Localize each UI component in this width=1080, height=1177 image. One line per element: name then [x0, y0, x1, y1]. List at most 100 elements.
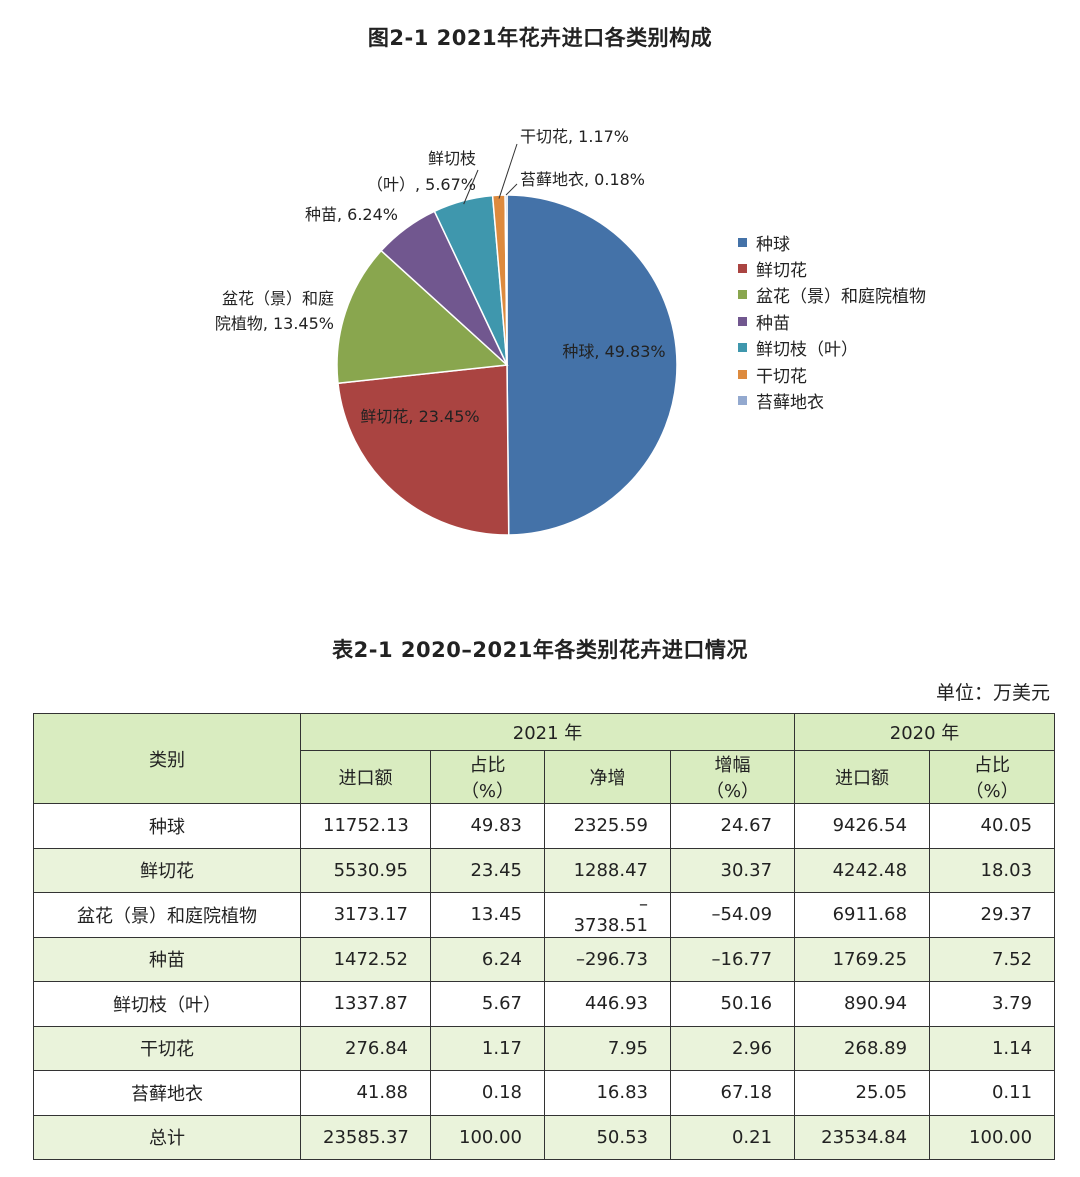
legend-swatch: [738, 290, 747, 300]
table-cell: 49.83: [430, 803, 545, 849]
row-category-cell: 鲜切枝（叶）: [33, 981, 301, 1027]
row-category-cell: 鲜切花: [33, 847, 301, 893]
table-cell: 100.00: [430, 1114, 545, 1160]
table-cell: 6911.68: [794, 892, 931, 938]
header-2021-net: 净增: [544, 750, 671, 804]
table-cell: 3.79: [929, 981, 1056, 1027]
legend-item: 干切花: [738, 361, 926, 387]
legend-swatch: [738, 237, 747, 247]
table-cell: 50.16: [669, 981, 796, 1027]
table-cell: 446.93: [544, 981, 671, 1027]
table-cell: 1.17: [430, 1025, 545, 1071]
table-cell: 16.83: [544, 1070, 671, 1116]
header-year-2020: 2020 年: [794, 713, 1056, 751]
table-cell: 0.18: [430, 1070, 545, 1116]
legend-item: 种球: [738, 229, 926, 255]
header-2021-import: 进口额: [300, 750, 431, 804]
table-cell: 1337.87: [300, 981, 431, 1027]
table-cell: 30.37: [669, 847, 796, 893]
table-cell: 276.84: [300, 1025, 431, 1071]
table-cell: 268.89: [794, 1025, 931, 1071]
pie-chart: 种球, 49.83% 鲜切花, 23.45% 盆花（景）和庭院植物, 13.45% 种…: [215, 127, 678, 536]
table-cell: 6.24: [430, 936, 545, 982]
table-cell: 0.11: [929, 1070, 1056, 1116]
row-category-cell: 种苗: [33, 936, 301, 982]
table-cell: –296.73: [544, 936, 671, 982]
chart-title: 图2-1 2021年花卉进口各类别构成: [367, 26, 713, 50]
slice-label: 鲜切花, 23.45%: [360, 407, 479, 426]
legend-label: 种球: [756, 234, 790, 255]
table-row: 鲜切花 5530.95 23.45 1288.47 30.37 4242.48 18.03: [33, 847, 1056, 893]
header-2020-share: 占比（%）: [929, 750, 1056, 804]
table-cell: 23.45: [430, 847, 545, 893]
legend-item: 苔藓地衣: [738, 387, 926, 413]
legend-label: 种苗: [756, 313, 790, 334]
legend-swatch: [738, 343, 747, 353]
table-cell: 5.67: [430, 981, 545, 1027]
legend-label: 鲜切花: [756, 261, 807, 282]
legend-swatch: [738, 264, 747, 274]
legend-swatch: [738, 396, 747, 406]
legend-label: 鲜切枝（叶）: [756, 340, 858, 361]
table-cell: 5530.95: [300, 847, 431, 893]
table-cell: 50.53: [544, 1114, 671, 1160]
leader-line: [505, 183, 518, 196]
table-cell: 67.18: [669, 1070, 796, 1116]
row-category-cell: 干切花: [33, 1025, 301, 1071]
table-cell: 18.03: [929, 847, 1056, 893]
legend-swatch: [738, 369, 747, 379]
header-2021-growth: 增幅（%）: [669, 750, 796, 804]
pie-slice: [506, 194, 678, 536]
table-subheader-row: 进口额 占比（%） 净增 增幅（%） 进口额 占比（%）: [34, 750, 1056, 804]
table-cell: 2325.59: [544, 803, 671, 849]
table-cell: 890.94: [794, 981, 931, 1027]
table-cell: –54.09: [669, 892, 796, 938]
header-2021-share: 占比（%）: [430, 750, 545, 804]
table-cell: 1.14: [929, 1025, 1056, 1071]
legend-label: 盆花（景）和庭院植物: [756, 287, 926, 308]
table-cell: 9426.54: [794, 803, 931, 849]
slice-label: 盆花（景）和庭院植物, 13.45%: [215, 289, 334, 333]
legend-label: 干切花: [756, 366, 807, 387]
slice-label: 种苗, 6.24%: [305, 205, 398, 224]
slice-label: 种球, 49.83%: [562, 342, 665, 361]
table-cell: 7.95: [544, 1025, 671, 1071]
slice-label: 鲜切枝（叶）, 5.67%: [367, 149, 476, 194]
table-row: 种球 11752.13 49.83 2325.59 24.67 9426.54 40.05: [33, 803, 1056, 849]
table-cell: 3173.17: [300, 892, 431, 938]
row-category-cell: 盆花（景）和庭院植物: [33, 892, 301, 938]
table-title: 表2-1 2020–2021年各类别花卉进口情况: [332, 638, 748, 662]
row-category-cell: 种球: [33, 803, 301, 849]
leader-line: [463, 169, 479, 205]
import-table: 类别 2021 年 2020 年 进口额 占比（%） 净增 增幅（%） 进口额 …: [33, 713, 1056, 1160]
table-cell: –3738.51: [544, 892, 671, 938]
header-year-2021: 2021 年: [299, 713, 796, 751]
table-cell: 24.67: [669, 803, 796, 849]
table-cell: 29.37: [929, 892, 1056, 938]
table-header-row: 类别 2021 年 2020 年: [33, 713, 1056, 804]
table-cell: 11752.13: [300, 803, 431, 849]
table-row: 种苗 1472.52 6.24 –296.73 –16.77 1769.25 7.52: [33, 936, 1056, 982]
table-cell: –16.77: [669, 936, 796, 982]
table-cell: 2.96: [669, 1025, 796, 1071]
table-cell: 23534.84: [794, 1114, 931, 1160]
slice-label: 干切花, 1.17%: [520, 127, 629, 146]
table-cell: 1288.47: [544, 847, 671, 893]
table-cell: 0.21: [669, 1114, 796, 1160]
leader-line: [498, 143, 518, 199]
table-unit: 单位：万美元: [935, 682, 1050, 704]
table-cell: 4242.48: [794, 847, 931, 893]
legend-item: 鲜切枝（叶）: [738, 335, 926, 361]
legend-label: 苔藓地衣: [756, 393, 824, 414]
legend-item: 种苗: [738, 308, 926, 334]
table-cell: 41.88: [300, 1070, 431, 1116]
table-cell: 1472.52: [300, 936, 431, 982]
table-row: 鲜切枝（叶） 1337.87 5.67 446.93 50.16 890.94 3.79: [33, 981, 1056, 1027]
table-cell: 25.05: [794, 1070, 931, 1116]
legend-item: 鲜切花: [738, 255, 926, 281]
row-category-cell: 总计: [33, 1114, 301, 1160]
table-cell: 40.05: [929, 803, 1056, 849]
chart-legend: 种球鲜切花盆花（景）和庭院植物 种苗鲜切枝（叶） 干切花苔藓地衣: [738, 229, 926, 414]
legend-item: 盆花（景）和庭院植物: [738, 282, 926, 308]
table-row: 总计 23585.37 100.00 50.53 0.21 23534.84 100.00: [33, 1114, 1056, 1160]
